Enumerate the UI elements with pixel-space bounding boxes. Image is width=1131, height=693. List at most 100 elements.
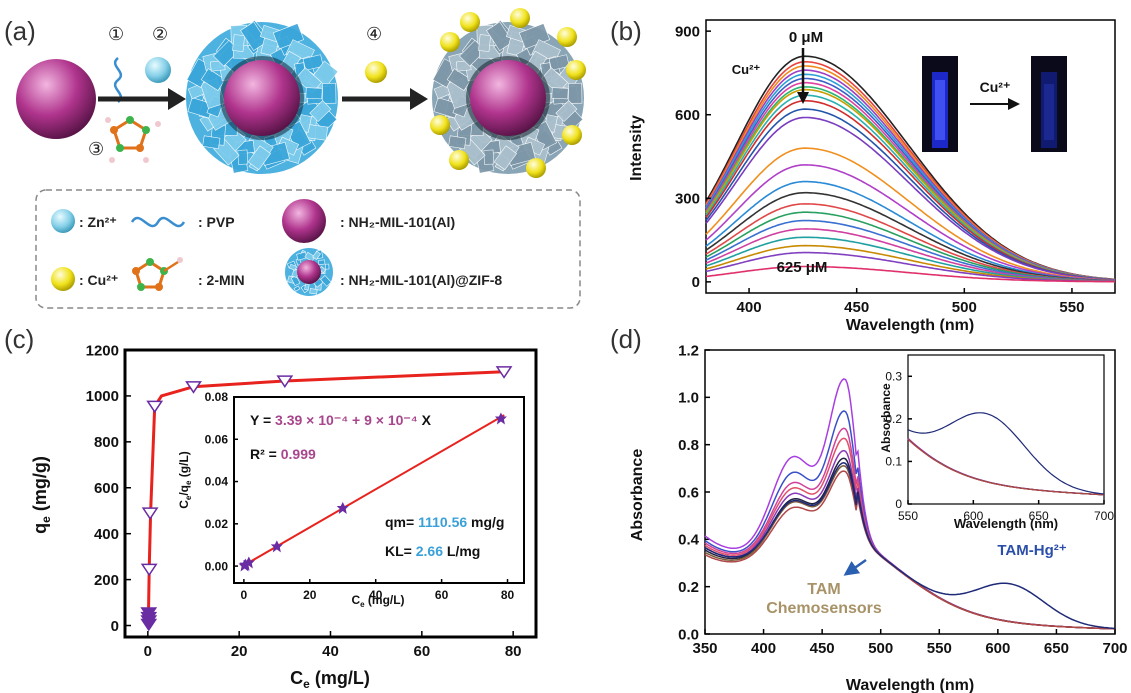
panel-label-b: (b) xyxy=(610,16,642,46)
y-tick-label: 0 xyxy=(692,274,700,291)
y-tick-label: 300 xyxy=(675,191,700,208)
chart-d-inset-series xyxy=(907,412,1105,496)
emission-curve xyxy=(705,265,1115,283)
zif8-flake xyxy=(288,263,298,271)
chart-d-yaxis: 0.0 0.2 0.4 0.6 0.8 1.0 1.2 xyxy=(678,342,710,643)
chart-b-ion-label: Cu²⁺ xyxy=(732,62,761,77)
chart-d-tam-label-2: Chemosensors xyxy=(766,600,882,617)
y-tick-label: 0.06 xyxy=(205,432,229,446)
chart-d-tam-arrow xyxy=(843,558,867,576)
emission-curve xyxy=(705,251,1115,283)
legend-box xyxy=(35,189,581,309)
zif8-flake xyxy=(493,145,518,171)
chart-d-hg-label: TAM-Hg²⁺ xyxy=(997,542,1066,559)
legend-2-min-icon xyxy=(132,257,183,291)
chart-d-inset-xaxis: 550 600 650 700 xyxy=(898,500,1114,523)
chart-c-inset: 0 20 40 60 80 0.00 0.02 0.04 0.06 0.08 Ce (mg/L)… xyxy=(177,390,525,609)
chart-c-equation: Y = 3.39 × 10⁻⁴ + 9 × 10⁻⁴ X xyxy=(250,412,432,428)
y-tick-label: 0.02 xyxy=(205,517,229,531)
chart-d-tam-label-1: TAM xyxy=(807,581,840,598)
adsorption-point xyxy=(276,375,294,388)
zif8-flake xyxy=(478,34,491,52)
panel-label-c: (c) xyxy=(4,324,34,354)
y-tick-label: 0 xyxy=(895,497,902,511)
x-tick-label: 450 xyxy=(810,640,835,657)
zif8-flake xyxy=(200,68,226,91)
zif8-flake xyxy=(486,21,514,52)
arrowhead-1 xyxy=(168,88,186,110)
zif8-flake xyxy=(293,285,301,292)
zif8-flake xyxy=(320,275,332,287)
legend-zn-label: : Zn²⁺ xyxy=(79,214,117,230)
step-2: ② xyxy=(152,24,168,44)
chart-b-xaxis: 400 450 500 550 xyxy=(737,288,1084,316)
x-tick-label: 20 xyxy=(303,588,317,602)
y-tick-label: 0.4 xyxy=(678,532,700,549)
y-tick-label: 1000 xyxy=(86,388,119,405)
chart-d-inset-yaxis: 0 0.1 0.2 0.3 xyxy=(885,369,912,511)
hg-inset-curve xyxy=(907,412,1105,495)
zif8-flake xyxy=(318,266,327,274)
panel-d: (d) 350 400 450 500 550 600 650 700 0.00.20.40.… xyxy=(610,324,1128,693)
chart-b-bottom-label: 625 μM xyxy=(777,259,828,276)
chart-d-inset-ylabel: Absorbance xyxy=(879,383,893,453)
x-tick-label: 550 xyxy=(927,640,952,657)
y-tick-label: 0.2 xyxy=(885,412,902,426)
mil-core-particle xyxy=(16,59,96,139)
y-tick-label: 400 xyxy=(94,526,119,543)
x-tick-label: 20 xyxy=(231,643,248,660)
step-1: ① xyxy=(108,24,124,44)
x-tick-label: 80 xyxy=(501,588,515,602)
chart-c-inset-ylabel: Ce/qe (g/L) xyxy=(177,451,193,509)
linear-fit-point xyxy=(494,412,507,425)
adsorption-point xyxy=(140,563,158,577)
y-tick-label: 0.3 xyxy=(885,369,902,383)
zif8-flake xyxy=(247,145,272,171)
zif8-flake xyxy=(202,135,221,150)
emission-curve xyxy=(705,180,1115,282)
y-tick-label: 900 xyxy=(675,23,700,40)
chart-b-frame xyxy=(705,19,1116,294)
x-tick-label: 600 xyxy=(963,509,983,523)
y-tick-label: 800 xyxy=(94,434,119,451)
zif8-flake xyxy=(551,87,569,100)
x-tick-label: 0 xyxy=(241,588,248,602)
adsorption-point xyxy=(140,607,158,620)
legend-pvp-label: : PVP xyxy=(198,214,235,230)
zif8-flake xyxy=(232,34,245,52)
panel-label-d: (d) xyxy=(610,324,642,354)
panel-a: (a) ① ② ③ ④ xyxy=(4,8,586,309)
adsorption-point xyxy=(495,366,513,379)
arrowhead-4 xyxy=(410,88,428,110)
zif8-flake xyxy=(304,251,316,262)
chart-d-series xyxy=(704,378,1115,630)
emission-curve xyxy=(705,164,1116,282)
legend-core-shell-label: : NH₂-MIL-101(Al)@ZIF-8 xyxy=(340,272,502,288)
x-tick-label: 400 xyxy=(751,640,776,657)
linear-fit-point xyxy=(242,556,255,569)
chart-c-yaxis: 0 200 400 600 800 1000 1200 xyxy=(86,342,131,635)
chart-b-inset-photos: Cu²⁺ xyxy=(922,56,1067,152)
chart-b-arrowhead xyxy=(797,92,809,104)
zif8-flake xyxy=(568,82,583,104)
emission-curve xyxy=(705,147,1116,282)
y-tick-label: 0.1 xyxy=(885,455,902,469)
x-tick-label: 450 xyxy=(844,299,869,316)
chart-c-r2: R² = 0.999 xyxy=(250,446,316,462)
chart-d-inset-xlabel: Wavelength (nm) xyxy=(954,516,1058,531)
2-min-molecule-icon xyxy=(105,116,161,163)
chart-d-ylabel: Absorbance xyxy=(629,449,646,542)
x-tick-label: 700 xyxy=(1102,640,1127,657)
step-3: ③ xyxy=(88,139,104,159)
legend-cu-label: : Cu²⁺ xyxy=(79,272,118,288)
zif8-flake xyxy=(448,135,467,150)
absorbance-curve xyxy=(704,470,1115,630)
zif8-flake xyxy=(325,263,330,270)
chart-b-yaxis: 0 300 600 900 xyxy=(675,23,711,291)
zif8-flake xyxy=(483,149,495,165)
chart-c-xaxis: 0 20 40 60 80 xyxy=(144,631,522,660)
chart-c-inset-frame xyxy=(233,396,525,584)
zif8-flake xyxy=(322,82,337,104)
x-tick-label: 0 xyxy=(144,643,152,660)
